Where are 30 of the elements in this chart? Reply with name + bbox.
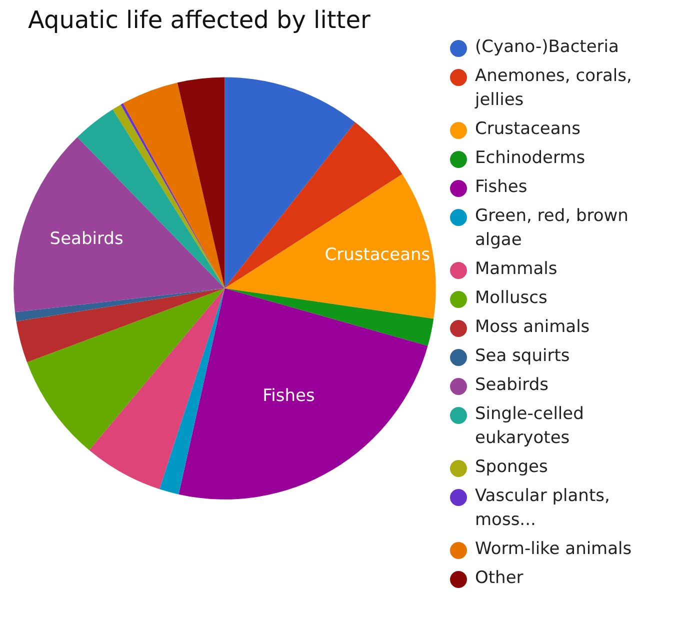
- legend-label: Crustaceans: [475, 118, 580, 141]
- pie-slice: [14, 137, 225, 312]
- chart-title: Aquatic life affected by litter: [28, 6, 370, 34]
- legend-label: Fishes: [475, 176, 528, 199]
- legend-label: Echinoderms: [475, 147, 586, 170]
- legend-label: Vascular plants, moss...: [475, 485, 611, 532]
- legend-label: Anemones, corals, jellies: [475, 65, 633, 112]
- data-label: Crustaceans: [324, 245, 430, 266]
- legend-label: Worm-like animals: [475, 538, 632, 561]
- legend-label: Sea squirts: [475, 345, 570, 368]
- legend-label: Seabirds: [475, 374, 549, 397]
- pie-slice: [159, 288, 225, 494]
- legend-label: Other: [475, 567, 524, 590]
- pie-slice: [224, 174, 436, 319]
- pie-slice: [89, 288, 225, 490]
- data-label: Fishes: [262, 386, 315, 406]
- pie-slice: [177, 77, 225, 288]
- legend-label: Green, red, brown algae: [475, 205, 630, 252]
- legend-label: Sponges: [475, 456, 548, 479]
- pie-slice: [27, 288, 225, 450]
- legend-label: Molluscs: [475, 287, 548, 310]
- legend-label: Single-celled eukaryotes: [475, 403, 585, 450]
- pie-slice: [16, 288, 225, 362]
- legend-label: Moss animals: [475, 316, 590, 339]
- legend-label: (Cyano-)Bacteria: [475, 36, 619, 59]
- data-label: Seabirds: [50, 229, 124, 250]
- pie-slice: [14, 288, 225, 322]
- pie-slice: [178, 288, 428, 500]
- legend-label: Mammals: [475, 258, 558, 281]
- pie-slice: [224, 288, 434, 346]
